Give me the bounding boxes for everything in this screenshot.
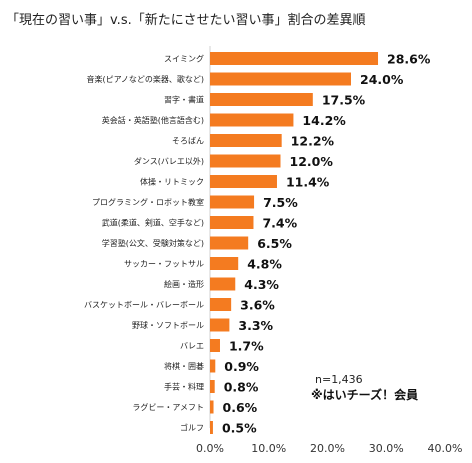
category-label: 手芸・料理 <box>164 382 204 392</box>
value-label: 12.0% <box>290 154 334 169</box>
category-label: 武道(柔道、剣道、空手など) <box>102 218 204 228</box>
value-label: 6.5% <box>257 236 292 251</box>
value-label: 3.6% <box>240 298 275 313</box>
category-label: ゴルフ <box>180 423 204 433</box>
bar <box>210 339 220 352</box>
category-label: ダンス(バレエ以外) <box>134 156 204 166</box>
bar <box>210 380 215 393</box>
value-label: 17.5% <box>322 93 366 108</box>
bar <box>210 134 282 147</box>
bar <box>210 72 351 86</box>
bar <box>210 216 254 229</box>
category-label: サッカー・フットサル <box>124 260 204 269</box>
bar <box>210 195 255 209</box>
bar <box>210 175 277 188</box>
value-label: 28.6% <box>387 52 431 67</box>
bar <box>210 257 239 270</box>
category-label: 将棋・囲碁 <box>164 361 204 371</box>
x-tick-labels: 0.0% 10.0% 20.0% 30.0% 40.0% <box>196 442 462 455</box>
bar <box>210 277 236 291</box>
category-label: 音楽(ピアノなどの楽器、歌など) <box>86 74 204 84</box>
bar <box>210 298 232 311</box>
value-label: 0.5% <box>222 421 257 436</box>
x-tick-label: 0.0% <box>196 442 224 455</box>
x-tick-label: 40.0% <box>428 442 463 455</box>
bar <box>210 154 281 168</box>
bar <box>210 236 249 250</box>
value-labels: 28.6% 24.0% 17.5% 14.2% 12.2% 12.0% 11.4% 7.5% 7… <box>222 52 431 436</box>
value-label: 1.7% <box>229 339 264 354</box>
category-label: バレエ <box>180 342 204 351</box>
chart-title: 「現在の習い事」v.s.「新たにさせたい習い事」割合の差異順 <box>6 12 365 28</box>
value-label: 11.4% <box>286 175 330 190</box>
x-tick-label: 30.0% <box>369 442 404 455</box>
value-label: 12.2% <box>291 134 335 149</box>
bar <box>210 359 216 373</box>
category-label: 英会話・英語塾(他言語含む) <box>102 115 204 125</box>
bar <box>210 400 214 414</box>
value-label: 0.8% <box>224 380 259 395</box>
value-label: 4.8% <box>247 257 282 272</box>
category-label: バスケットボール・バレーボール <box>84 301 204 310</box>
category-label: プログラミング・ロボット教室 <box>92 197 204 207</box>
value-label: 7.5% <box>263 195 298 210</box>
value-label: 24.0% <box>360 72 404 87</box>
category-label: ラグビー・アメフト <box>132 402 204 412</box>
category-label: 絵画・造形 <box>164 279 204 289</box>
category-label: そろばん <box>172 137 204 146</box>
category-label: 体操・リトミック <box>140 177 204 187</box>
bar <box>210 52 379 65</box>
value-label: 3.3% <box>238 318 273 333</box>
value-label: 4.3% <box>244 277 279 292</box>
category-label: 野球・ソフトボール <box>132 320 204 330</box>
bar <box>210 93 313 106</box>
bar <box>210 318 230 332</box>
value-label: 14.2% <box>302 113 346 128</box>
category-label: 学習塾(公文、受験対策など) <box>102 238 204 248</box>
x-tick-label: 10.0% <box>251 442 286 455</box>
x-tick-label: 20.0% <box>310 442 345 455</box>
bars-group <box>210 52 379 434</box>
value-label: 0.9% <box>224 359 259 374</box>
sample-size-note: n=1,436 <box>315 373 363 386</box>
value-label: 7.4% <box>262 216 297 231</box>
bar <box>210 421 213 434</box>
bar <box>210 113 294 127</box>
source-note: ※はいチーズ！会員 <box>311 387 418 402</box>
value-label: 0.6% <box>223 400 258 415</box>
category-label: スイミング <box>164 54 204 64</box>
category-label: 習字・書道 <box>164 95 204 105</box>
